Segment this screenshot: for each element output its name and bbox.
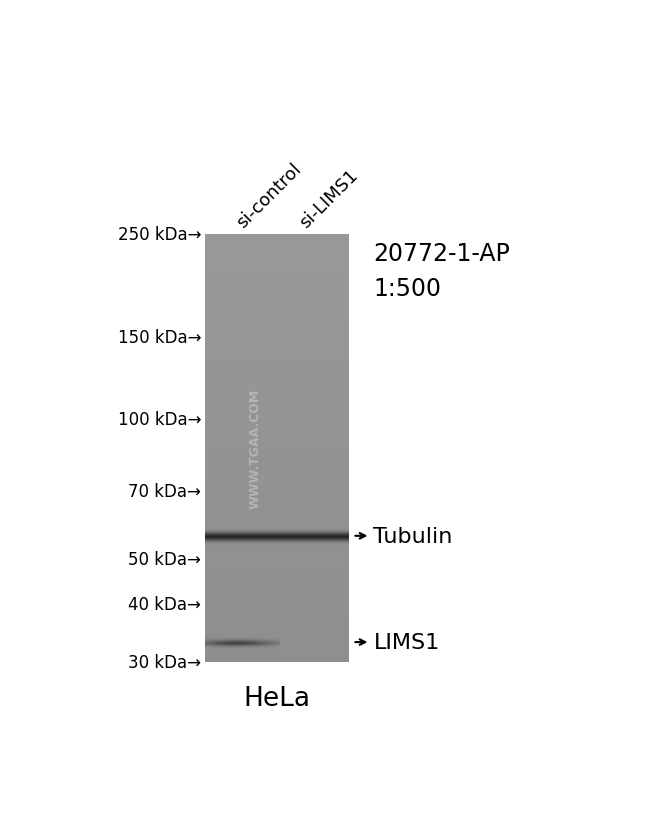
Text: si-control: si-control: [233, 160, 304, 231]
Text: 20772-1-AP: 20772-1-AP: [373, 242, 510, 266]
Text: 50 kDa→: 50 kDa→: [129, 550, 202, 568]
Text: 250 kDa→: 250 kDa→: [118, 226, 202, 244]
Text: HeLa: HeLa: [244, 685, 311, 711]
Text: Tubulin: Tubulin: [373, 526, 453, 546]
Text: 100 kDa→: 100 kDa→: [118, 410, 202, 428]
Text: 1:500: 1:500: [373, 277, 441, 301]
Text: 70 kDa→: 70 kDa→: [129, 482, 202, 500]
Text: 40 kDa→: 40 kDa→: [129, 595, 202, 613]
Text: si-LIMS1: si-LIMS1: [296, 166, 361, 231]
Text: LIMS1: LIMS1: [373, 632, 439, 652]
Text: WWW.TGAA.COM: WWW.TGAA.COM: [249, 388, 262, 508]
Text: 30 kDa→: 30 kDa→: [129, 653, 202, 670]
Text: 150 kDa→: 150 kDa→: [118, 329, 202, 347]
